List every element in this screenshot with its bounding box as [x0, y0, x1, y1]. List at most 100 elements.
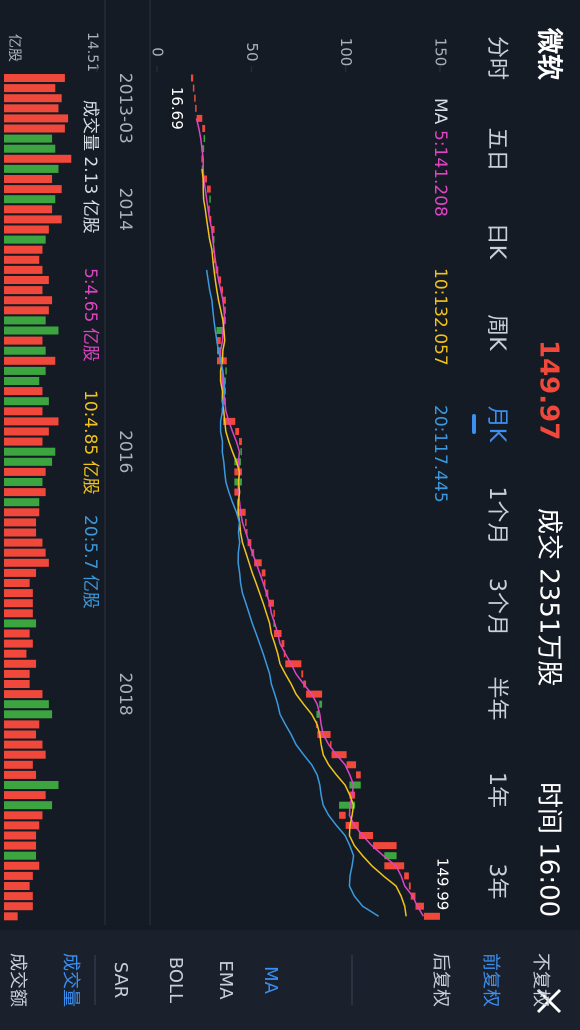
volume-bar [4, 175, 53, 183]
close-icon[interactable] [536, 988, 562, 1014]
volume-bar [4, 407, 43, 416]
volume-bar [3, 871, 33, 880]
period-tab[interactable]: 3年 [484, 864, 509, 900]
period-tab[interactable]: 半年 [484, 676, 509, 720]
chart-option[interactable]: EMA [215, 960, 236, 1000]
candle [281, 640, 285, 648]
candle [202, 125, 206, 132]
ma-line [205, 269, 379, 917]
ma-legend: 10:132.057 [430, 268, 450, 366]
candle [306, 690, 323, 698]
chart-option[interactable]: 前复权 [480, 953, 501, 1007]
period-tab[interactable]: 3个月 [484, 578, 509, 636]
volume-bar [4, 791, 46, 800]
volume-bar [3, 599, 33, 608]
candle [301, 670, 304, 678]
volume-bar [4, 669, 30, 678]
volume-bar [3, 821, 40, 830]
volume-bar [4, 296, 53, 305]
low-label: 16.69 [168, 87, 186, 130]
volume-bar [4, 488, 46, 497]
period-tab[interactable]: 1年 [484, 772, 509, 808]
ma-title: MA [430, 98, 450, 125]
candle [206, 185, 211, 193]
candle [261, 569, 266, 577]
volume-bar [3, 589, 33, 598]
high-label: 149.99 [433, 858, 451, 911]
volume-bar [4, 205, 53, 214]
volume-bar [4, 387, 43, 396]
volume-bar [4, 629, 30, 638]
volume-bar [3, 124, 65, 133]
volume-legend: 成交量 2.13 亿股 [80, 100, 100, 234]
volume-bar [4, 680, 30, 688]
ma-legend: 20:117.445 [430, 405, 450, 503]
period-tab[interactable]: 周K [484, 314, 509, 351]
candle [245, 518, 247, 526]
candle [237, 508, 246, 516]
x-tick-label: 2016 [115, 430, 135, 473]
volume-bar [3, 94, 62, 103]
volume-bar [3, 861, 40, 870]
volume-legend: 20:5.7 亿股 [80, 515, 100, 609]
price: 149.97 [534, 340, 564, 440]
volume-bar [4, 548, 46, 557]
period-tab[interactable]: 五日 [484, 127, 509, 171]
volume-bar [3, 276, 49, 284]
volume-bar [3, 609, 33, 618]
period-tab[interactable]: 月K [484, 406, 509, 443]
volume-bar [4, 690, 43, 699]
volume-bar [4, 579, 30, 587]
candle [404, 872, 409, 880]
chart-option[interactable]: BOLL [165, 957, 186, 1003]
y-tick-label: 100 [337, 38, 355, 67]
candle [384, 862, 405, 870]
volume-bar [4, 245, 43, 254]
candle [349, 781, 361, 789]
volume-bar [4, 568, 37, 577]
period-tab[interactable]: 分时 [484, 36, 509, 80]
volume-bar [3, 74, 65, 82]
volume-bar [4, 366, 46, 375]
candle [316, 710, 320, 718]
active-indicator [472, 414, 476, 434]
chart-option[interactable]: MA [260, 966, 281, 995]
chart-option[interactable]: 不复权 [530, 953, 551, 1007]
volume-bar [4, 710, 53, 719]
volume-bar [3, 649, 27, 658]
x-tick-label: 2013-03 [115, 73, 135, 144]
candle [408, 882, 411, 890]
volume-bar [3, 215, 62, 224]
period-tab[interactable]: 日K [484, 223, 509, 260]
volume-bar [3, 185, 62, 194]
volume-bar [4, 750, 46, 759]
volume-bar [4, 286, 43, 295]
volume-bar [4, 417, 59, 426]
period-tab[interactable]: 1个月 [484, 487, 509, 545]
volume-bar [3, 84, 56, 93]
chart-option[interactable]: SAR [110, 962, 131, 999]
candle [356, 771, 361, 779]
volume-info: 成交 2351万股 [534, 508, 564, 686]
chart-option[interactable]: 成交量 [60, 953, 81, 1007]
unit-label: 亿股 [6, 34, 22, 62]
x-tick-label: 2018 [115, 672, 135, 715]
candle [240, 448, 242, 456]
volume-bar [3, 760, 33, 769]
volume-bar [3, 225, 49, 234]
candle [273, 609, 275, 617]
volume-bar [4, 882, 30, 890]
chart-option[interactable]: 成交额 [7, 953, 28, 1007]
stock-name: 微软 [534, 27, 565, 80]
volume-bar [4, 457, 53, 466]
candle [192, 84, 195, 92]
candle [216, 327, 224, 334]
candle [373, 842, 397, 850]
volume-bar [4, 346, 46, 355]
y-tick-label: 150 [432, 38, 450, 67]
chart-option[interactable]: 后复权 [430, 953, 451, 1007]
candle [196, 114, 203, 122]
close-button[interactable] [536, 988, 562, 1014]
